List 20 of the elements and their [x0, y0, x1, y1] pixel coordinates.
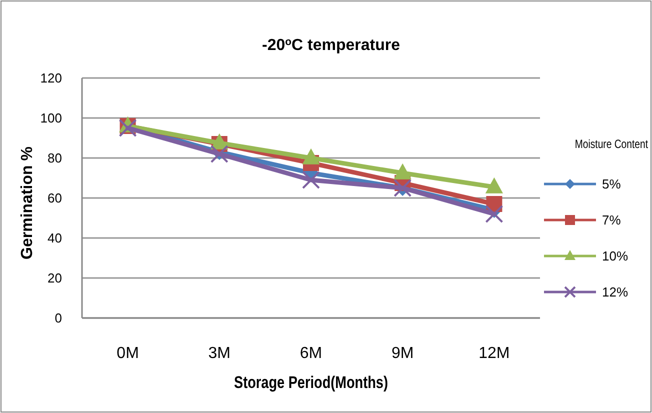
x-tick-label: 3M: [208, 345, 231, 362]
x-tick-label: 0M: [116, 345, 139, 362]
y-tick-label: 100: [40, 110, 62, 126]
legend-label: 5%: [602, 176, 622, 192]
y-axis-title: Germination %: [19, 146, 36, 260]
y-tick-label: 20: [48, 270, 62, 286]
y-tick-label: 120: [40, 70, 62, 86]
x-tick-label: 12M: [478, 345, 510, 362]
x-tick-label: 6M: [300, 345, 322, 362]
y-tick-label: 0: [54, 310, 62, 326]
legend-label: 12%: [602, 284, 628, 300]
chart-title: -20$^{o}$C temperature: [262, 36, 400, 54]
legend-title: Moisture Content: [574, 138, 648, 152]
y-tick-label: 60: [48, 190, 62, 206]
x-tick-label: 9M: [391, 345, 414, 362]
y-tick-label: 80: [48, 150, 62, 166]
legend-label: 7%: [602, 212, 622, 228]
legend-label: 10%: [602, 248, 628, 264]
y-tick-label: 40: [48, 230, 62, 246]
x-axis-title: Storage Period(Months): [234, 374, 388, 392]
